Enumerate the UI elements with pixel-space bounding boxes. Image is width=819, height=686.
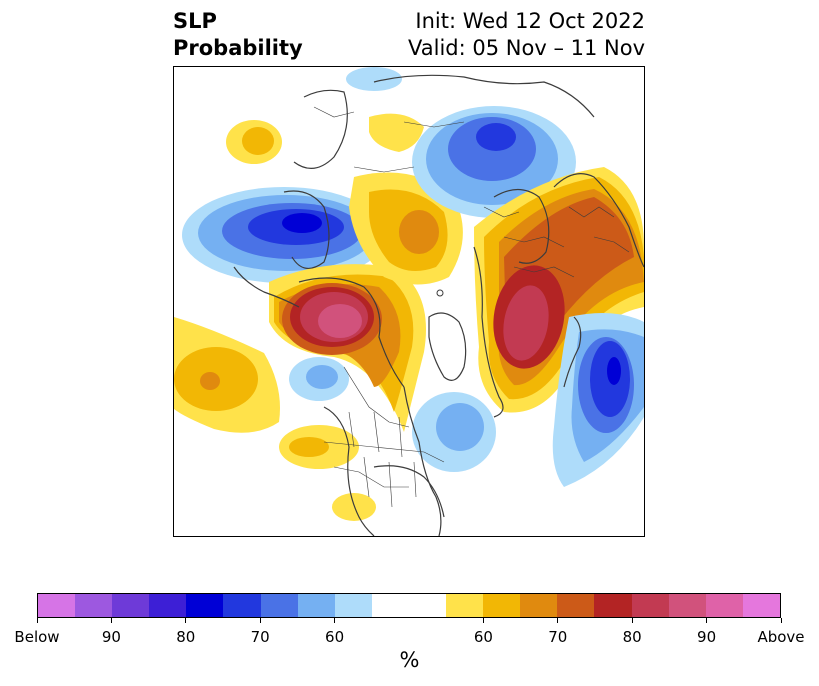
colorbar-tick-label: Above <box>757 628 805 646</box>
map-canvas <box>174 67 644 536</box>
colorbar-tick-label: 70 <box>250 628 270 646</box>
colorbar-tick-label: 80 <box>622 628 642 646</box>
colorbar-tick-mark <box>557 618 559 623</box>
colorbar-segment <box>38 594 76 617</box>
colorbar-segment <box>705 594 743 617</box>
anomaly-pacific-high <box>174 317 280 433</box>
colorbar-segment <box>742 594 780 617</box>
colorbar-segment <box>371 594 447 617</box>
title-line-1: SLP <box>173 9 217 33</box>
colorbar-segment <box>668 594 706 617</box>
coastlines <box>233 74 644 536</box>
anomaly-gulf-alaska-low <box>289 357 349 401</box>
colorbar-tick-label: 70 <box>548 628 568 646</box>
colorbar-segment <box>446 594 484 617</box>
colorbar-tick-label: 90 <box>101 628 121 646</box>
colorbar-segment <box>483 594 521 617</box>
colorbar-segment <box>112 594 150 617</box>
colorbar-segment <box>334 594 372 617</box>
colorbar-tick-mark <box>259 618 261 623</box>
colorbar-tick-label: 80 <box>176 628 196 646</box>
colorbar-tick-mark <box>631 618 633 623</box>
colorbar-segment <box>520 594 558 617</box>
chart-title: SLP Probability <box>173 8 303 62</box>
colorbar-tick-mark <box>706 618 708 623</box>
colorbar-tick-mark <box>110 618 112 623</box>
anomaly-north-atlantic-low <box>552 313 644 487</box>
anomaly-kamchatka-low <box>182 187 386 283</box>
colorbar-segment <box>223 594 261 617</box>
colorbar-segment <box>297 594 335 617</box>
anomaly-alaska-high <box>269 264 426 432</box>
colorbar-tick-mark <box>36 618 38 623</box>
colorbar-tick-label: 90 <box>697 628 717 646</box>
colorbar-tick-label: Below <box>14 628 60 646</box>
anomaly-scandinavia-high <box>474 167 644 413</box>
valid-date-label: Valid: 05 Nov – 11 Nov <box>408 36 645 60</box>
north-pole-marker <box>436 289 444 297</box>
colorbar-tick-mark <box>482 618 484 623</box>
colorbar-segment <box>594 594 632 617</box>
colorbar-tick-mark <box>334 618 336 623</box>
colorbar-segment <box>557 594 595 617</box>
anomaly-central-siberia-high <box>349 113 463 285</box>
colorbar-segment <box>75 594 113 617</box>
colorbar <box>37 593 781 618</box>
colorbar-segment <box>149 594 187 617</box>
colorbar-unit-label: % <box>399 648 420 672</box>
colorbar-tick-mark <box>185 618 187 623</box>
colorbar-segment <box>186 594 224 617</box>
probability-map <box>173 66 645 537</box>
anomaly-okhotsk-high <box>226 120 282 164</box>
colorbar-tick-label: 60 <box>473 628 493 646</box>
colorbar-segment <box>260 594 298 617</box>
anomaly-st-lawrence-low <box>412 392 496 472</box>
political-borders <box>313 106 630 508</box>
colorbar-tick-label: 60 <box>325 628 345 646</box>
init-date-label: Init: Wed 12 Oct 2022 <box>415 9 645 33</box>
colorbar-tick-mark <box>780 618 782 623</box>
colorbar-segment <box>631 594 669 617</box>
anomaly-sw-us-high <box>279 425 376 521</box>
title-line-2: Probability <box>173 36 303 60</box>
forecast-dates: Init: Wed 12 Oct 2022 Valid: 05 Nov – 11… <box>408 8 645 62</box>
